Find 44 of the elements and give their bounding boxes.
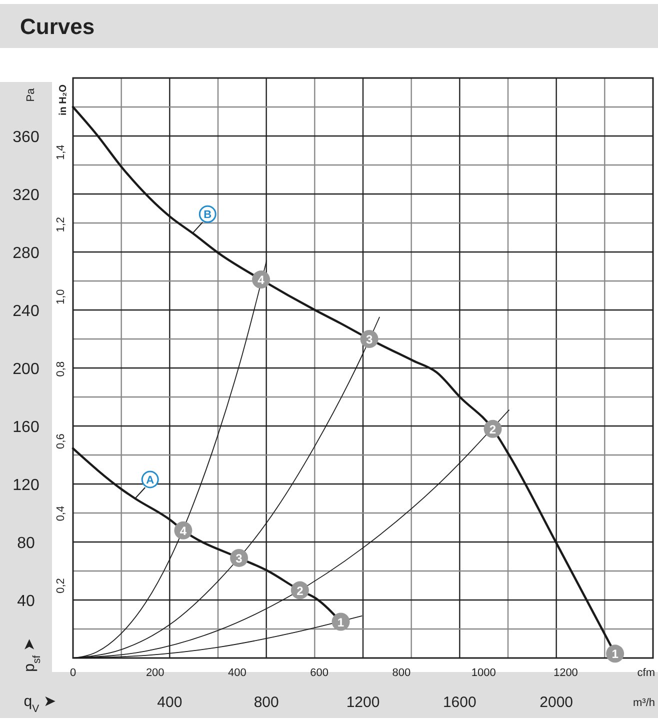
x-tick-label: 800 (254, 694, 279, 711)
x2-tick-label: 1200 (553, 667, 578, 679)
y2-tick-label: 1,0 (55, 289, 67, 305)
chart-title: Curves (20, 14, 95, 39)
y2-axis-title: in H₂O (58, 84, 69, 116)
annotation: 1 (612, 647, 619, 662)
x2-axis-title: cfm (637, 667, 655, 679)
y-tick-label: 360 (12, 129, 40, 146)
x-tick-label: 2000 (540, 694, 574, 711)
y-axis-title: Pa (25, 87, 37, 102)
x2-tick-label: 0 (70, 667, 76, 679)
series-label: A (146, 474, 154, 486)
x-tick-label: 400 (157, 694, 182, 711)
annotation: 1 (337, 615, 344, 630)
x-tick-label: 1600 (442, 694, 476, 711)
y-tick-label: 200 (12, 361, 40, 378)
y2-tick-label: 0,4 (55, 506, 67, 522)
y2-tick-label: 1,2 (55, 216, 67, 232)
x2-tick-label: 400 (228, 667, 246, 679)
y-tick-label: 80 (17, 535, 35, 552)
annotation: 2 (489, 422, 496, 436)
x-tick-label: 1200 (346, 694, 380, 711)
y2-tick-label: 0,8 (55, 361, 67, 377)
y-tick-label: 120 (12, 477, 40, 494)
text: q$_{V}$ ➤ (24, 693, 56, 715)
y2-tick-label: 0,2 (55, 578, 67, 594)
y-tick-label: 40 (17, 593, 35, 610)
annotation: 3 (366, 332, 373, 346)
y-tick-label: 280 (12, 245, 40, 262)
y2-tick-label: 0,6 (55, 434, 67, 449)
y-tick-label: 160 (12, 419, 40, 436)
x2-tick-label: 600 (310, 667, 329, 679)
annotation: 2 (296, 584, 304, 598)
annotation: 4 (180, 524, 187, 538)
y-tick-label: 240 (12, 303, 40, 320)
x2-tick-label: 800 (392, 667, 411, 679)
y2-tick-label: 1,4 (55, 144, 67, 160)
x2-tick-label: 1000 (471, 667, 496, 679)
x2-tick-label: 200 (146, 667, 164, 679)
series-label: B (204, 209, 212, 222)
x-axis-title: m³/h (633, 697, 655, 709)
annotation: 4 (258, 273, 265, 288)
y-tick-label: 320 (12, 187, 40, 204)
annotation: 3 (236, 551, 243, 566)
